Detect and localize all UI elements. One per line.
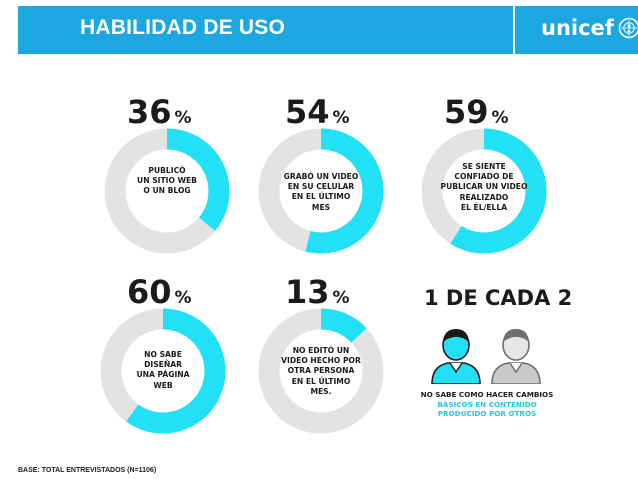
page-title: HABILIDAD DE USO — [80, 16, 286, 39]
donut-arc — [258, 308, 384, 434]
stat-label-3: SE SIENTE CONFIADO DE PUBLICAR UN VIDEO … — [440, 162, 528, 212]
donut-arc — [100, 308, 226, 434]
stat-label-4: NO SABE DISEÑAR UNA PÁGINA WEB — [136, 350, 190, 390]
donut-chart-1 — [104, 128, 230, 254]
person-icon-highlighted — [431, 329, 481, 384]
donut-arc — [104, 128, 230, 254]
unicef-emblem-icon — [618, 17, 638, 39]
ratio-title: 1 DE CADA 2 — [424, 286, 573, 310]
ratio-caption-line2: BÁSICOS EN CONTENIDO — [437, 399, 537, 409]
ratio-caption-line3: PRODUCIDO POR OTROS — [437, 409, 537, 418]
ratio-caption: NO SABE COMO HACER CAMBIOS BÁSICOS EN CO… — [412, 390, 562, 419]
stat-label-2: GRABÓ UN VIDEO EN SU CELULAR EN EL ÚLTIM… — [283, 172, 359, 212]
ratio-caption-line1: NO SABE COMO HACER CAMBIOS — [420, 390, 554, 399]
person-icon-gray — [491, 329, 541, 384]
unicef-logo: unicef — [541, 16, 638, 40]
stat-label-5: NO EDITÓ UN VIDEO HECHO POR OTRA PERSONA… — [281, 346, 361, 396]
donut-chart-3 — [421, 128, 547, 254]
base-note: BASE: TOTAL ENTREVISTADOS (N=1106) — [18, 467, 157, 474]
header-bar: HABILIDAD DE USO unicef — [18, 6, 638, 54]
stat-value-1: 36% — [127, 93, 192, 131]
donut-chart-5 — [258, 308, 384, 434]
stat-label-1: PUBLICÓ UN SITIO WEB O UN BLOG — [137, 166, 197, 196]
stat-value-5: 13% — [285, 273, 350, 311]
donut-arc — [421, 128, 547, 254]
header-divider — [513, 6, 515, 54]
donut-chart-4 — [100, 308, 226, 434]
stat-value-2: 54% — [285, 93, 350, 131]
donut-arc — [258, 128, 384, 254]
logo-text: unicef — [541, 16, 614, 40]
stat-value-4: 60% — [127, 273, 192, 311]
stat-value-3: 59% — [444, 93, 509, 131]
donut-chart-2 — [258, 128, 384, 254]
